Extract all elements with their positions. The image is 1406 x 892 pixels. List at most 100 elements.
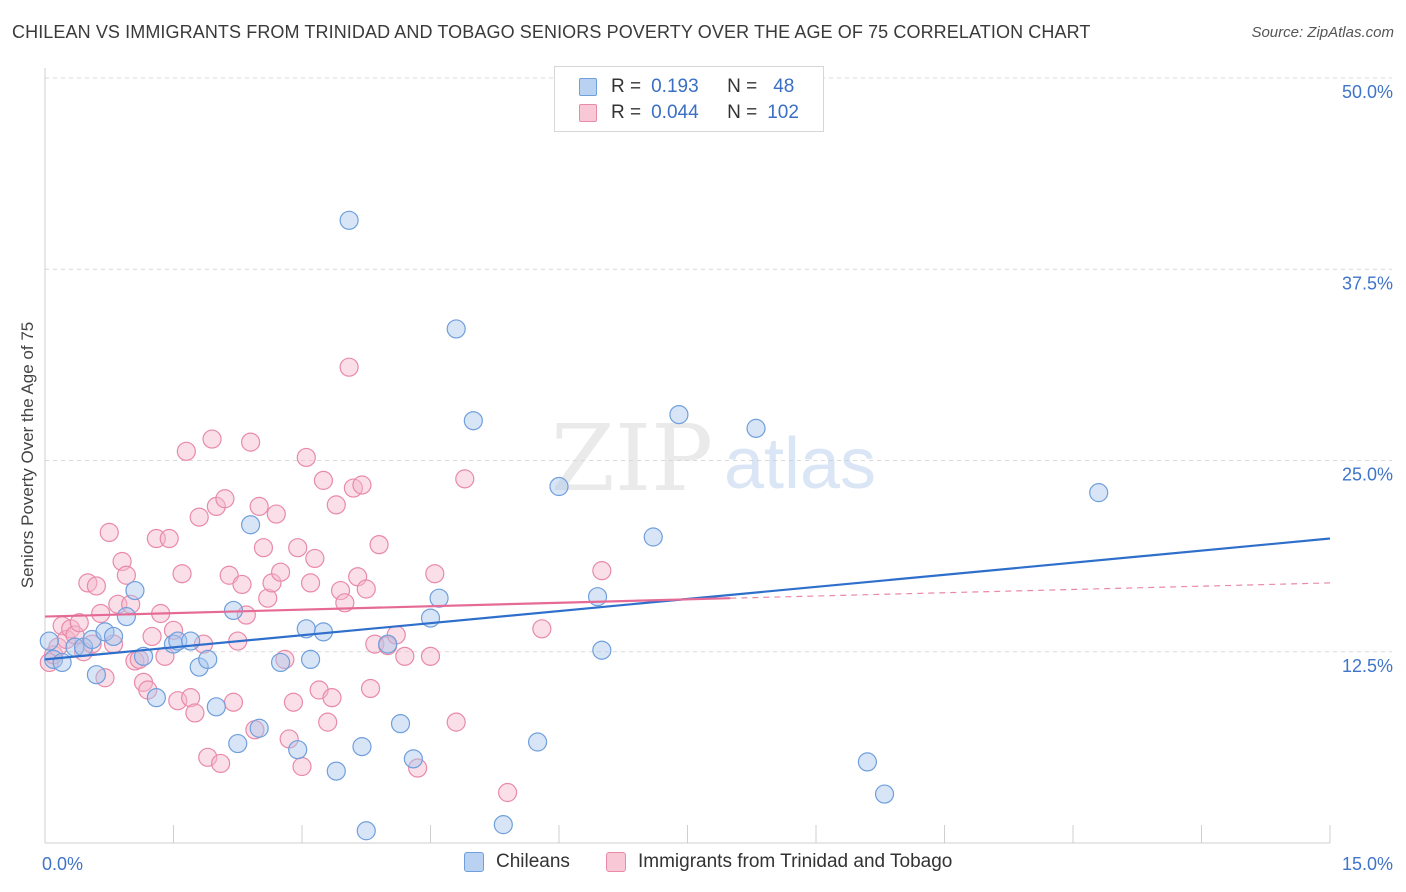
chileans-point — [669, 405, 689, 425]
trinidad-point — [172, 564, 192, 584]
chileans-point — [592, 640, 612, 660]
trinidad-point — [91, 603, 111, 624]
legend-n-label: N = — [727, 76, 758, 97]
y-axis-label: Seniors Poverty Over the Age of 75 — [18, 321, 37, 589]
legend-row-trinidad: R = 0.044 N = 102 — [579, 101, 799, 125]
chileans-point — [874, 784, 895, 804]
trinidad-point — [292, 756, 312, 777]
trinidad-point — [253, 538, 274, 558]
trinidad-point — [335, 593, 355, 613]
trinidad-point — [176, 441, 196, 461]
chileans-point — [352, 737, 372, 757]
trinidad-point — [305, 548, 325, 569]
chileans-point — [300, 649, 321, 670]
chileans-point — [103, 626, 124, 647]
chileans-point — [125, 580, 145, 601]
series-label-trinidad: Immigrants from Trinidad and Tobago — [638, 851, 953, 872]
chileans-point — [39, 631, 59, 651]
y-tick-label: 25.0% — [1342, 465, 1393, 485]
legend-n-value-trinidad: 102 — [767, 102, 799, 123]
trinidad-point — [215, 489, 235, 509]
correlation-legend: R = 0.193 N = 48 R = 0.044 N = 102 — [554, 66, 824, 132]
chileans-point — [198, 649, 218, 670]
trinidad-point — [318, 712, 338, 732]
series-swatch-trinidad — [606, 852, 626, 872]
trinidad-point — [356, 579, 376, 599]
trinidad-point — [369, 535, 389, 555]
trinidad-point — [211, 753, 231, 774]
legend-r-label: R = — [611, 102, 642, 123]
trinidad-point — [266, 504, 286, 524]
series-legend-trinidad: Immigrants from Trinidad and Tobago — [606, 851, 952, 873]
trinidad-point — [232, 574, 252, 595]
trinidad-point — [360, 678, 381, 699]
chileans-point — [133, 646, 154, 666]
points-layer — [39, 210, 1109, 841]
y-tick-label: 37.5% — [1342, 273, 1393, 293]
legend-swatch-trinidad — [579, 104, 597, 122]
trinidad-point — [86, 576, 107, 596]
trinidad-point — [408, 758, 428, 778]
trinidad-point — [420, 646, 441, 666]
legend-n-label: N = — [727, 102, 758, 123]
chileans-point — [549, 476, 569, 497]
trinidad-point — [116, 565, 136, 585]
trinidad-point — [163, 620, 184, 640]
trinidad-trend-extension — [730, 582, 1331, 599]
trinidad-point — [270, 562, 291, 582]
chart-title: CHILEAN VS IMMIGRANTS FROM TRINIDAD AND … — [12, 22, 1091, 42]
trinidad-point — [223, 692, 244, 712]
trinidad-point — [296, 447, 316, 468]
chileans-point — [241, 515, 261, 535]
chileans-point — [746, 418, 766, 438]
trinidad-point — [330, 580, 351, 601]
trinidad-point — [446, 712, 466, 732]
chileans-point — [116, 606, 136, 627]
series-legend-chileans: Chileans — [464, 851, 570, 873]
trinidad-point — [249, 496, 269, 516]
chileans-point — [446, 319, 466, 339]
chileans-point — [643, 527, 663, 547]
legend-r-value-trinidad: 0.044 — [651, 102, 699, 123]
legend-row-chileans: R = 0.193 N = 48 — [579, 75, 794, 99]
chileans-point — [339, 210, 359, 230]
trinidad-point — [313, 470, 334, 490]
source-credit: Source: ZipAtlas.com — [1251, 24, 1394, 41]
trend-layer — [44, 537, 1331, 661]
chileans-point — [857, 752, 878, 772]
chileans-point — [249, 718, 269, 738]
trinidad-point — [288, 538, 308, 558]
chileans-point — [270, 652, 291, 673]
trinidad-point — [142, 626, 162, 647]
watermark: ZIP atlas — [551, 405, 876, 512]
legend-swatch-chileans — [579, 78, 597, 96]
trinidad-point — [181, 688, 201, 708]
chileans-point — [95, 622, 115, 642]
y-tick-label: 12.5% — [1342, 656, 1393, 676]
chileans-point — [86, 665, 107, 685]
x-tick-label: 0.0% — [42, 854, 83, 874]
chileans-point — [527, 732, 548, 752]
trinidad-point — [425, 564, 445, 584]
trinidad-point — [189, 507, 209, 527]
chileans-point — [288, 740, 308, 760]
trinidad-point — [326, 495, 346, 515]
x-tick-label: 15.0% — [1342, 854, 1393, 874]
legend-r-label: R = — [611, 76, 642, 97]
y-tick-label: 50.0% — [1342, 82, 1393, 102]
trinidad-point — [258, 588, 278, 608]
series-legend: Chileans Immigrants from Trinidad and To… — [0, 851, 1406, 877]
chileans-point — [228, 733, 248, 754]
trinidad-point — [300, 573, 321, 593]
legend-n-value-chileans: 48 — [773, 76, 795, 97]
trinidad-point — [322, 688, 342, 708]
trinidad-point — [241, 432, 261, 452]
chileans-point — [356, 821, 376, 841]
chileans-point — [326, 761, 346, 781]
watermark-zip: ZIP — [551, 405, 713, 512]
grid-layer — [44, 68, 1392, 844]
series-swatch-chileans — [464, 852, 484, 872]
chileans-point — [493, 815, 513, 835]
watermark-atlas: atlas — [724, 424, 876, 504]
